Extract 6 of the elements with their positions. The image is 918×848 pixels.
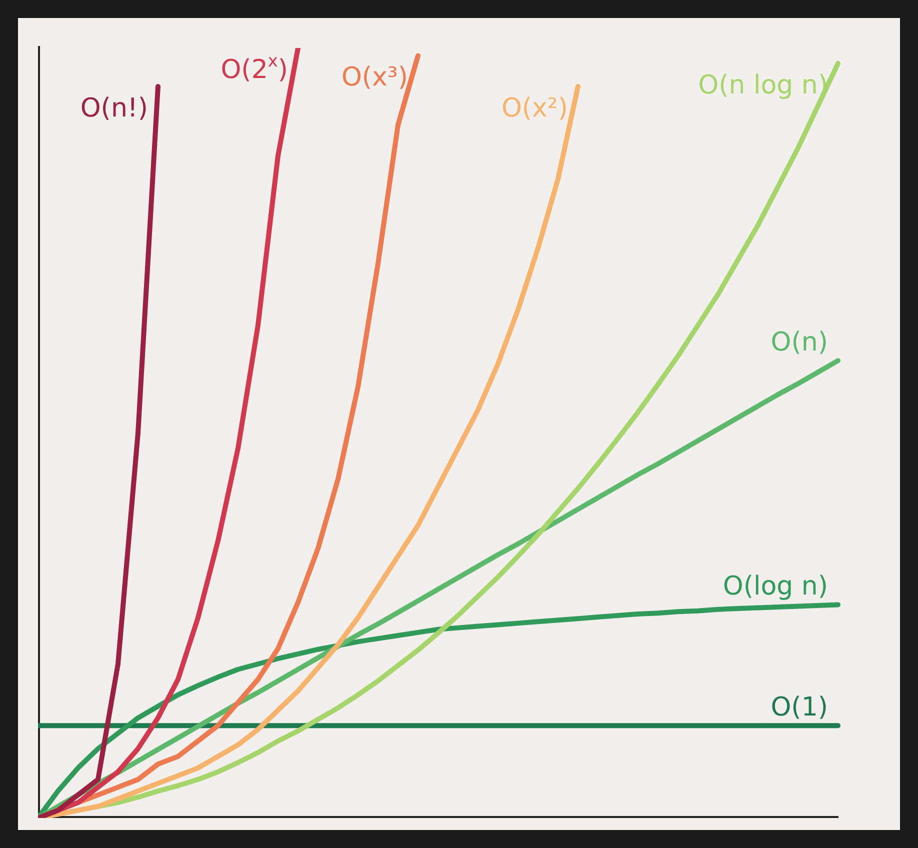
series-label: O(x²)	[501, 94, 568, 124]
series-label: O(n!)	[80, 94, 148, 124]
series-label: O(x³)	[341, 62, 408, 93]
series-label: O(n)	[770, 328, 828, 358]
series-label: O(log n)	[722, 572, 828, 602]
series-label: O(1)	[770, 692, 828, 723]
